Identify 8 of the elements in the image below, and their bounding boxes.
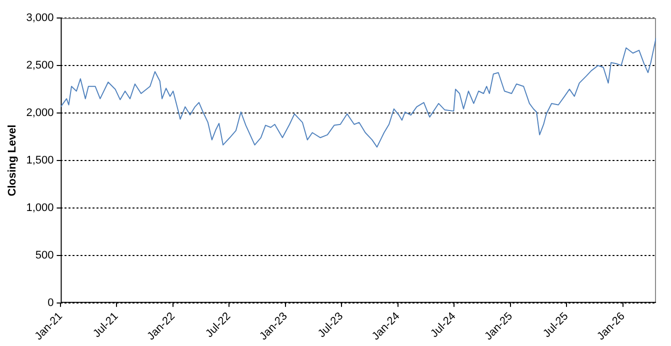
y-tick-label: 1,000	[26, 202, 54, 214]
y-tick-label: 2,500	[26, 60, 54, 72]
y-tick-label: 500	[35, 249, 54, 262]
y-tick-label: 2,000	[26, 106, 54, 119]
y-tick-label: 1,500	[26, 154, 54, 166]
y-axis-title: Closing Level	[6, 124, 19, 196]
y-tick-label: 3,000	[26, 12, 54, 24]
y-tick-label: 0	[48, 296, 54, 309]
